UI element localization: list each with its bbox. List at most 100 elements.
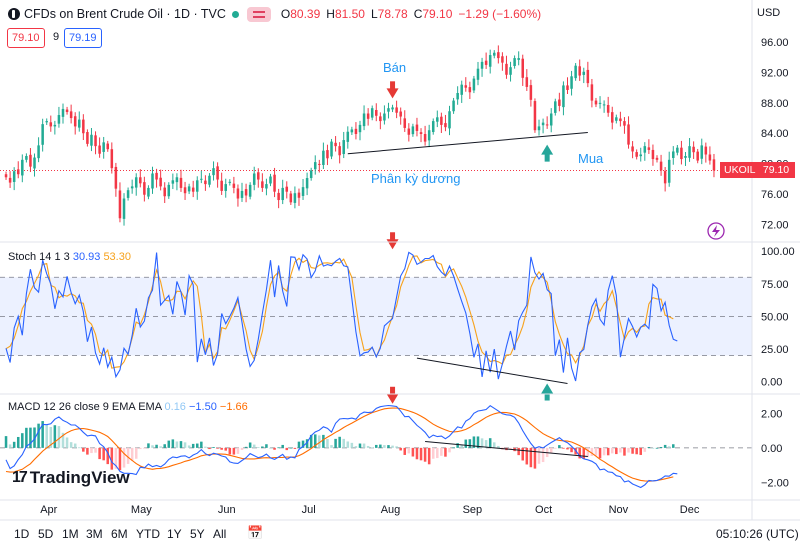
macd-histogram-bar [49,426,53,448]
candle-body [590,84,594,101]
bid-price-box[interactable]: 79.10 [7,28,45,48]
macd-divergence-trendline [425,440,588,458]
candle-body [558,99,561,106]
candle-body [379,116,382,122]
timeframe-button-3m[interactable]: 3M [86,527,103,541]
timeframe-button-ytd[interactable]: YTD [136,527,160,541]
candle-body [330,141,333,157]
macd-histogram-bar [444,447,447,457]
date-range-calendar-icon[interactable]: 📅 [247,525,264,540]
time-tick-label: Aug [381,504,401,516]
utc-clock[interactable]: 05:10:26 (UTC) [716,527,799,541]
macd-tick-label: 0.00 [761,443,782,455]
macd-histogram-bar [525,447,529,465]
stoch-legend[interactable]: Stoch 14 1 3 30.93 53.30 [8,251,131,263]
macd-histogram-bar [639,447,642,455]
candle-body [631,146,634,152]
macd-histogram-bar [643,447,647,452]
macd-histogram-bar [334,438,337,448]
macd-histogram-bar [147,443,150,448]
macd-histogram-bar [289,447,293,449]
stoch-overbought-oversold-band [0,277,752,356]
candle-body [667,159,671,183]
candle-body [78,119,81,128]
symbol-price-tag: UKOIL [720,162,760,178]
macd-tick-label: −2.00 [761,477,789,489]
macd-histogram-bar [232,447,236,455]
timeframe-button-all[interactable]: All [213,527,227,541]
timeframe-button-6m[interactable]: 6M [111,527,128,541]
macd-histogram-bar [651,447,655,449]
macd-histogram-bar [667,446,671,448]
candle-body [419,132,423,134]
macd-legend[interactable]: MACD 12 26 close 9 EMA EMA 0.16 −1.50 −1… [8,401,248,413]
sell-arrow-price-icon-shaft [390,81,396,90]
macd-histogram-bar [179,441,183,448]
timeframe-button-1m[interactable]: 1M [62,527,79,541]
timeframe-button-5d[interactable]: 5D [38,527,54,541]
candle-body [680,147,683,160]
candle-body [110,149,114,169]
candle-body [358,124,362,133]
macd-histogram-bar [313,434,317,448]
tradingview-logo[interactable]: 17 TradingView [12,468,130,488]
macd-histogram-bar [293,447,297,449]
candle-body [594,100,598,105]
macd-histogram-bar [672,444,675,448]
macd-histogram-bar [118,447,122,471]
candle-body [521,58,525,78]
macd-histogram-bar [90,447,93,454]
macd-histogram-bar [171,439,175,448]
sell-arrow-macd-icon-shaft [390,386,396,395]
time-tick-label: Jun [218,504,236,516]
macd-histogram-bar [619,447,622,453]
macd-histogram-bar [517,447,520,456]
candle-body [627,124,630,145]
macd-histogram-bar [509,447,512,450]
macd-histogram-bar [16,436,20,448]
candle-body [187,186,191,192]
macd-histogram-bar [265,444,268,448]
sell-arrow-stoch-icon-shaft [390,232,396,241]
macd-histogram-value: 0.16 [164,401,186,413]
timeframe-button-5y[interactable]: 5Y [190,527,205,541]
candle-body [533,101,537,131]
candle-body [318,163,321,165]
timeframe-button-1d[interactable]: 1D [14,527,30,541]
indicator-toggle-icon[interactable] [246,6,271,22]
currency-selector[interactable]: USD [757,7,781,19]
time-tick-label: Apr [40,504,57,516]
ask-price-box[interactable]: 79.19 [64,28,102,48]
candle-body [688,146,691,158]
macd-histogram-bar [558,445,561,448]
stoch-legend-name: Stoch 14 1 3 [8,251,70,263]
macd-histogram-bar [240,447,244,450]
tradingview-mark-icon: 17 [12,469,28,486]
macd-histogram-bar [346,441,350,448]
alert-lightning-icon [707,222,725,240]
candle-body [476,68,480,80]
candle-body [375,110,378,116]
macd-histogram-bar [37,423,40,448]
candle-body [155,172,158,180]
spread-value: 9 [53,31,60,43]
candle-body [663,171,667,184]
macd-histogram-bar [94,447,97,453]
candle-body [346,131,350,142]
candle-body [21,159,24,176]
macd-histogram-bar [476,436,480,448]
symbol-title[interactable]: CFDs on Brent Crude Oil · 1D · TVC [24,7,226,21]
timeframe-button-1y[interactable]: 1Y [167,527,182,541]
macd-histogram-bar [472,436,476,448]
candle-body [582,71,586,75]
candle-body [37,145,40,159]
macd-histogram-bar [488,438,492,448]
macd-histogram-bar [53,425,57,448]
candle-body [171,180,175,184]
time-tick-label: Oct [535,504,552,516]
candle-body [90,134,93,146]
candle-body [464,85,468,88]
macd-histogram-bar [57,426,61,448]
candle-body [602,104,606,106]
